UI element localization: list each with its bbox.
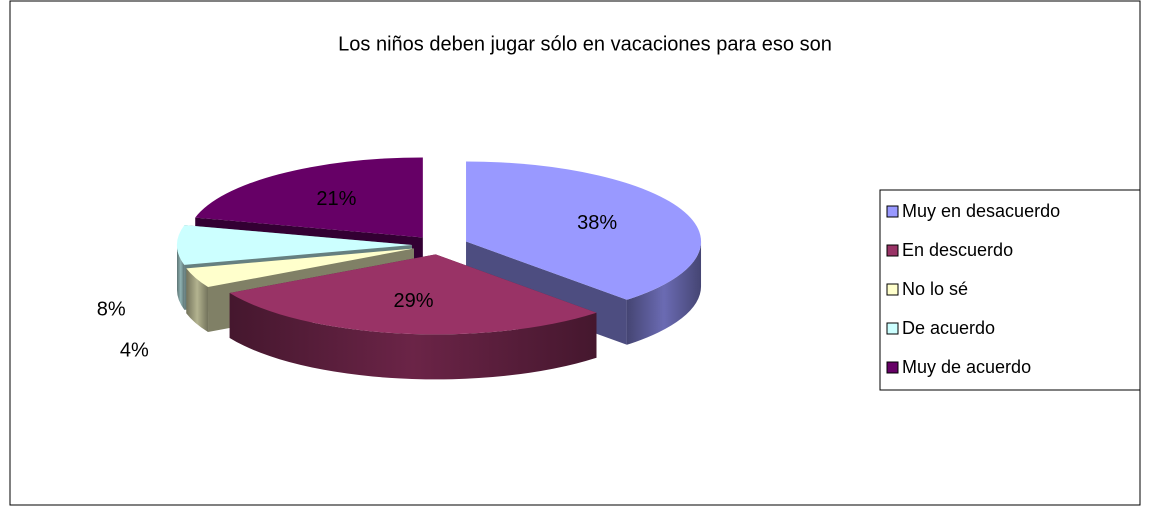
data-label: 38% <box>577 212 617 234</box>
chart-title: Los niños deben jugar sólo en vacaciones… <box>338 33 832 55</box>
data-label: 4% <box>120 339 149 361</box>
slice <box>195 157 423 238</box>
slice-side <box>229 292 597 380</box>
legend-label: En descuerdo <box>902 240 1013 260</box>
data-label: 21% <box>316 188 356 210</box>
legend-swatch <box>886 283 899 296</box>
legend-swatch <box>886 244 899 257</box>
legend-swatch <box>886 361 899 374</box>
slice-side <box>177 245 185 310</box>
legend-swatch <box>886 322 899 335</box>
slice <box>466 161 702 300</box>
slice <box>229 254 597 335</box>
legend-label: De acuerdo <box>902 318 995 338</box>
legend-label: No lo sé <box>902 279 968 299</box>
legend-label: Muy en desacuerdo <box>902 201 1060 221</box>
legend-box <box>879 189 1141 391</box>
data-label: 8% <box>97 298 126 320</box>
slice <box>186 248 414 288</box>
slice-side <box>626 241 702 345</box>
slice <box>176 225 412 265</box>
slice-side <box>186 268 209 333</box>
data-label: 29% <box>394 290 434 312</box>
legend-label: Muy de acuerdo <box>902 357 1031 377</box>
legend-swatch <box>886 205 899 218</box>
